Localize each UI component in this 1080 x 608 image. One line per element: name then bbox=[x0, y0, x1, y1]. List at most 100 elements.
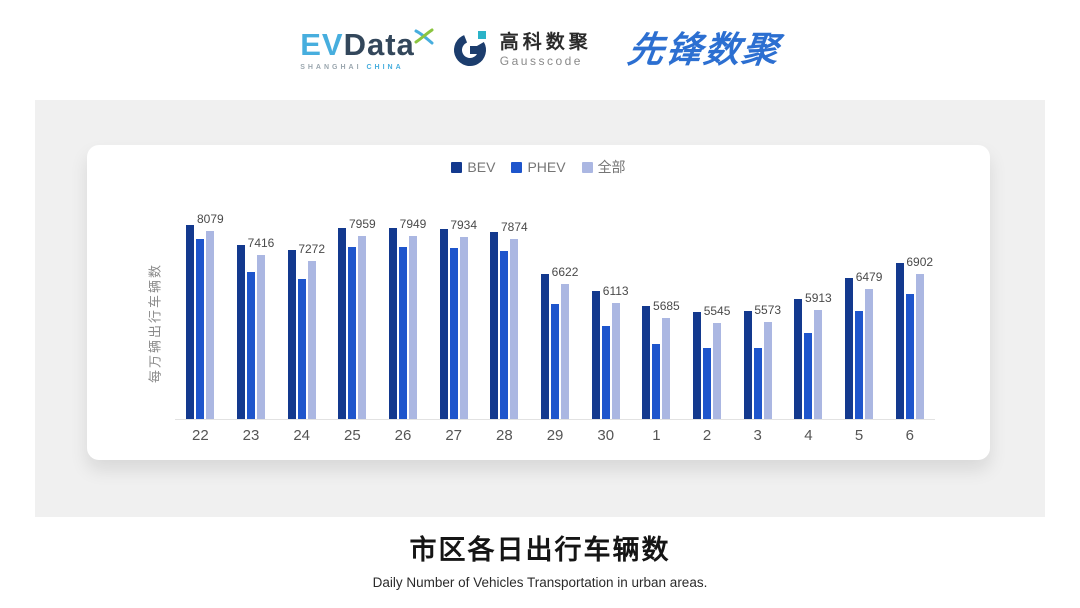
gausscode-logo: 高科数聚 Gausscode bbox=[451, 28, 592, 73]
bar-all[interactable] bbox=[662, 318, 671, 419]
x-axis-ticks: 22 23 24 25 26 27 28 29 30 1 2 3 4 5 6 bbox=[175, 427, 935, 444]
bar-all[interactable] bbox=[814, 309, 823, 419]
bar-bev[interactable] bbox=[642, 305, 651, 419]
bar-phev[interactable] bbox=[297, 278, 306, 419]
legend-swatch bbox=[511, 161, 523, 173]
bar-group-4: 5913 bbox=[783, 195, 834, 419]
bar-all[interactable] bbox=[611, 302, 620, 419]
x-tick-25: 25 bbox=[344, 427, 361, 444]
bar-phev[interactable] bbox=[905, 294, 914, 419]
x-tick-26: 26 bbox=[394, 427, 412, 444]
bar-all[interactable] bbox=[865, 289, 874, 419]
x-tick-23: 23 bbox=[242, 427, 260, 444]
evdata-logo: EVData SHANGHAI CHINA bbox=[300, 27, 434, 71]
bar-bev[interactable] bbox=[439, 228, 448, 419]
bar-bev[interactable] bbox=[338, 228, 347, 419]
bar-phev[interactable] bbox=[753, 347, 762, 419]
bar-bev[interactable] bbox=[794, 299, 803, 419]
bar-group-6: 6902 bbox=[884, 195, 935, 419]
data-label: 7272 bbox=[298, 241, 326, 256]
bar-all[interactable] bbox=[459, 236, 468, 419]
bar-group-24: 7272 bbox=[276, 195, 327, 419]
evdata-subtext: SHANGHAI CHINA bbox=[300, 64, 403, 71]
data-label: 7934 bbox=[450, 217, 478, 232]
legend-item-bev[interactable]: BEV bbox=[451, 159, 495, 175]
bar-bev[interactable] bbox=[693, 311, 702, 419]
x-tick-27: 27 bbox=[445, 427, 463, 444]
bar-all[interactable] bbox=[206, 231, 215, 419]
plot-area: 8079 7416 7272 7959 7949 7934 7874 6622 6113 5685… bbox=[175, 195, 935, 419]
bar-phev[interactable] bbox=[703, 347, 712, 419]
bar-bev[interactable] bbox=[845, 278, 854, 419]
chart-title: 市区各日出行车辆数 bbox=[409, 535, 671, 565]
x-tick-3: 3 bbox=[753, 427, 762, 444]
bar-phev[interactable] bbox=[804, 332, 813, 419]
bar-phev[interactable] bbox=[500, 250, 509, 419]
bar-all[interactable] bbox=[763, 322, 772, 419]
bar-phev[interactable] bbox=[399, 246, 408, 419]
bar-bev[interactable] bbox=[186, 225, 195, 419]
legend-item-all[interactable]: 全部 bbox=[581, 157, 626, 177]
bar-phev[interactable] bbox=[601, 325, 610, 419]
gausscode-en-text: Gausscode bbox=[499, 53, 583, 68]
x-tick-24: 24 bbox=[293, 427, 311, 444]
data-label: 7959 bbox=[348, 216, 376, 231]
data-label: 7416 bbox=[247, 236, 275, 251]
gausscode-g-icon bbox=[451, 28, 491, 73]
chart-card: BEV PHEV 全部 每万辆出行车辆数 8079 7416 7272 7959 7949 7… bbox=[87, 145, 990, 460]
bar-all[interactable] bbox=[510, 238, 519, 419]
evdata-ev-text: EV bbox=[300, 27, 344, 62]
data-label: 5913 bbox=[805, 290, 832, 305]
x-tick-30: 30 bbox=[597, 427, 615, 444]
bar-phev[interactable] bbox=[551, 303, 560, 419]
bar-bev[interactable] bbox=[541, 273, 550, 419]
bar-bev[interactable] bbox=[490, 232, 499, 419]
bar-bev[interactable] bbox=[287, 249, 296, 419]
evdata-data-text: Data bbox=[343, 27, 415, 62]
bar-all[interactable] bbox=[358, 235, 367, 419]
bar-phev[interactable] bbox=[196, 238, 205, 419]
data-label: 6479 bbox=[855, 270, 883, 285]
bar-phev[interactable] bbox=[855, 310, 864, 419]
data-label: 6622 bbox=[551, 265, 579, 280]
legend-item-phev[interactable]: PHEV bbox=[511, 159, 566, 175]
legend-label: 全部 bbox=[597, 159, 626, 175]
pioneer-logo: 先锋数聚 bbox=[624, 29, 783, 70]
bar-bev[interactable] bbox=[591, 291, 600, 419]
footer: 市区各日出行车辆数 Daily Number of Vehicles Trans… bbox=[0, 528, 1080, 590]
bar-all[interactable] bbox=[915, 273, 924, 419]
x-tick-6: 6 bbox=[905, 427, 914, 444]
bar-phev[interactable] bbox=[652, 344, 661, 419]
evdata-china-text: CHINA bbox=[366, 64, 404, 71]
evdata-shanghai-text: SHANGHAI bbox=[300, 64, 362, 71]
x-tick-22: 22 bbox=[191, 427, 209, 444]
bar-phev[interactable] bbox=[348, 246, 357, 419]
legend-swatch bbox=[581, 161, 593, 173]
x-axis-line bbox=[175, 419, 935, 420]
bar-bev[interactable] bbox=[237, 245, 245, 419]
bar-group-1: 5685 bbox=[631, 195, 682, 419]
bar-phev[interactable] bbox=[247, 271, 255, 419]
data-label: 7949 bbox=[399, 217, 427, 231]
bar-all[interactable] bbox=[713, 323, 722, 419]
bar-phev[interactable] bbox=[449, 247, 458, 419]
data-label: 7874 bbox=[501, 219, 528, 234]
bar-bev[interactable] bbox=[743, 311, 752, 419]
bar-group-27: 7934 bbox=[428, 195, 479, 419]
x-tick-28: 28 bbox=[496, 427, 513, 444]
x-tick-1: 1 bbox=[652, 427, 661, 444]
bar-all[interactable] bbox=[257, 255, 265, 419]
data-label: 5573 bbox=[754, 303, 782, 318]
bar-all[interactable] bbox=[409, 236, 418, 419]
bar-all[interactable] bbox=[561, 284, 570, 419]
evdata-star-icon bbox=[413, 21, 435, 52]
bar-bev[interactable] bbox=[895, 263, 904, 419]
x-tick-5: 5 bbox=[854, 427, 864, 444]
bar-bev[interactable] bbox=[389, 228, 398, 419]
evdata-wordmark: EVData bbox=[300, 27, 434, 62]
bar-group-25: 7959 bbox=[327, 195, 378, 419]
bar-all[interactable] bbox=[307, 260, 316, 419]
data-label: 6902 bbox=[906, 254, 934, 269]
legend-label: PHEV bbox=[527, 159, 566, 175]
bar-group-29: 6622 bbox=[530, 195, 581, 419]
